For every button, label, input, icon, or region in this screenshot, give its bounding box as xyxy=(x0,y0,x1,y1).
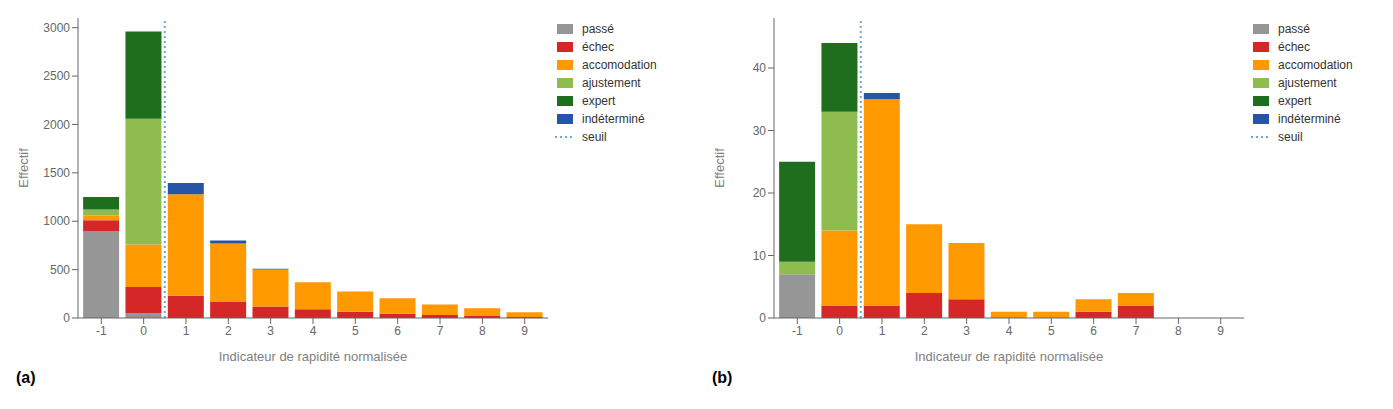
svg-text:2500: 2500 xyxy=(43,69,70,83)
svg-text:500: 500 xyxy=(50,263,70,277)
svg-text:1: 1 xyxy=(183,324,190,338)
svg-text:5: 5 xyxy=(1048,324,1055,338)
svg-text:7: 7 xyxy=(437,324,444,338)
svg-text:5: 5 xyxy=(352,324,359,338)
html-text:accomodation: accomodation xyxy=(582,58,657,72)
html-text:ajustement: ajustement xyxy=(582,76,641,90)
svg-text:Effectif: Effectif xyxy=(712,148,727,188)
html-text:(a): (a) xyxy=(16,369,36,386)
svg-text:6: 6 xyxy=(394,324,401,338)
svg-text:2: 2 xyxy=(921,324,928,338)
svg-text:4: 4 xyxy=(310,324,317,338)
svg-text:1000: 1000 xyxy=(43,214,70,228)
svg-text:Effectif: Effectif xyxy=(16,148,31,188)
svg-text:1500: 1500 xyxy=(43,166,70,180)
html-text:échec: échec xyxy=(582,40,614,54)
svg-text:0: 0 xyxy=(836,324,843,338)
svg-text:40: 40 xyxy=(753,61,767,75)
html-text:expert: expert xyxy=(582,94,616,108)
html-text:seuil: seuil xyxy=(582,130,607,144)
svg-text:Indicateur de rapidité normali: Indicateur de rapidité normalisée xyxy=(915,349,1104,364)
svg-text:3000: 3000 xyxy=(43,21,70,35)
svg-text:2000: 2000 xyxy=(43,118,70,132)
html-text:seuil: seuil xyxy=(1278,130,1303,144)
svg-text:Indicateur de rapidité normali: Indicateur de rapidité normalisée xyxy=(219,349,408,364)
svg-text:30: 30 xyxy=(753,124,767,138)
html-text:passé: passé xyxy=(1278,22,1310,36)
html-text:indéterminé: indéterminé xyxy=(582,112,645,126)
html-text:ajustement: ajustement xyxy=(1278,76,1337,90)
html-text:passé: passé xyxy=(582,22,614,36)
svg-text:8: 8 xyxy=(479,324,486,338)
svg-text:0: 0 xyxy=(140,324,147,338)
svg-text:3: 3 xyxy=(267,324,274,338)
html-text:accomodation: accomodation xyxy=(1278,58,1353,72)
html-text:échec: échec xyxy=(1278,40,1310,54)
svg-text:-1: -1 xyxy=(792,324,803,338)
svg-text:3: 3 xyxy=(963,324,970,338)
svg-text:1: 1 xyxy=(879,324,886,338)
html-text:indéterminé: indéterminé xyxy=(1278,112,1341,126)
svg-text:20: 20 xyxy=(753,186,767,200)
svg-text:0: 0 xyxy=(759,311,766,325)
svg-text:6: 6 xyxy=(1090,324,1097,338)
svg-text:8: 8 xyxy=(1175,324,1182,338)
svg-text:0: 0 xyxy=(63,311,70,325)
svg-text:4: 4 xyxy=(1006,324,1013,338)
svg-text:7: 7 xyxy=(1133,324,1140,338)
svg-text:9: 9 xyxy=(521,324,528,338)
svg-text:10: 10 xyxy=(753,249,767,263)
svg-text:-1: -1 xyxy=(96,324,107,338)
html-text:expert: expert xyxy=(1278,94,1312,108)
svg-text:9: 9 xyxy=(1217,324,1224,338)
svg-text:2: 2 xyxy=(225,324,232,338)
html-text:(b): (b) xyxy=(712,369,733,386)
